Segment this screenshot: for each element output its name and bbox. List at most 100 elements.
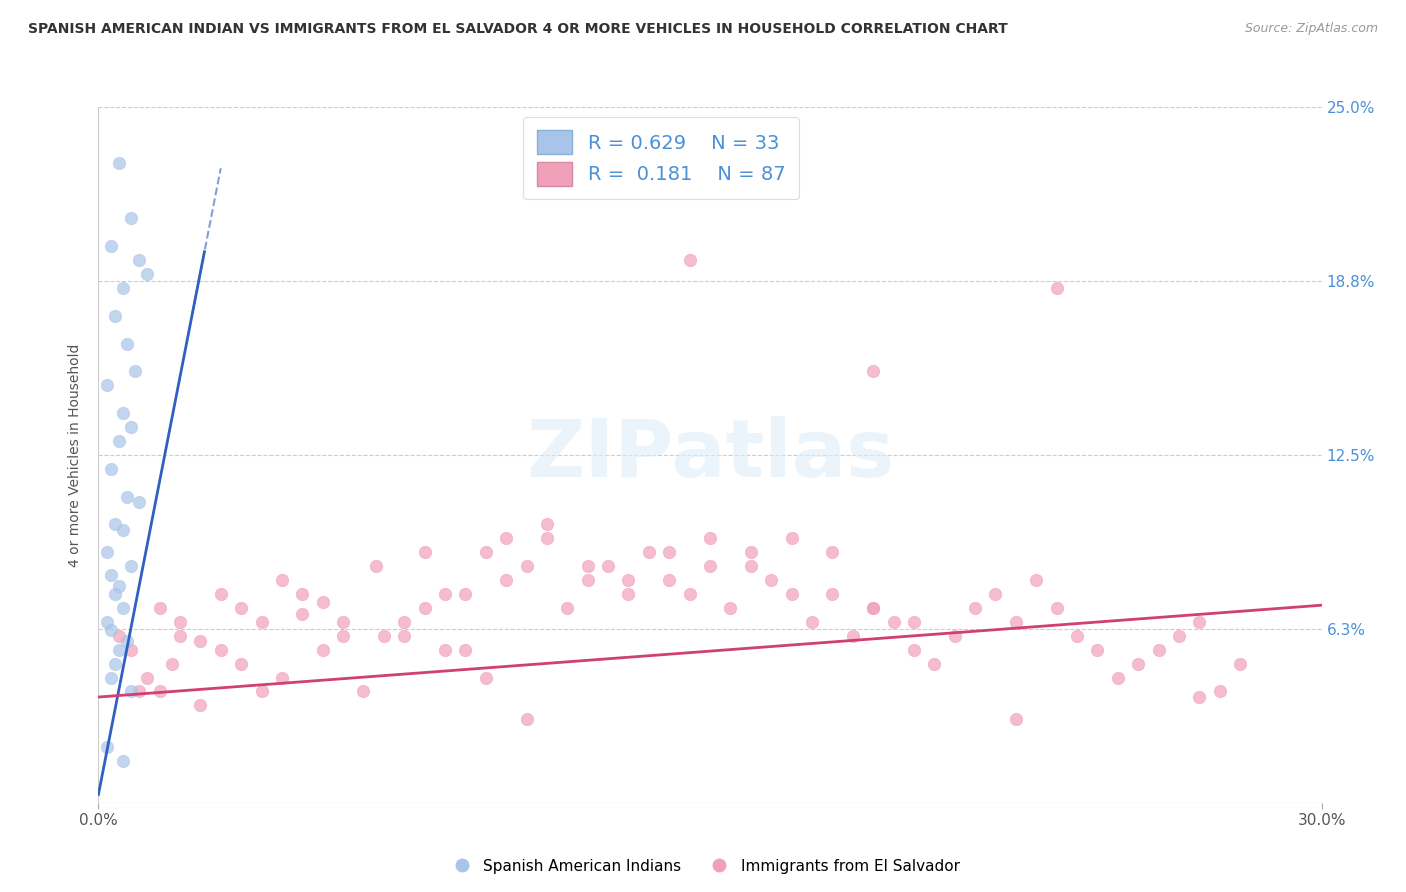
- Point: [231, 657, 253, 671]
- Point: [1004, 615, 1026, 629]
- Point: [332, 615, 354, 629]
- Point: [291, 587, 314, 601]
- Point: [862, 601, 884, 615]
- Point: [557, 601, 579, 615]
- Point: [128, 253, 150, 268]
- Point: [231, 601, 253, 615]
- Point: [373, 629, 395, 643]
- Point: [821, 545, 844, 559]
- Point: [720, 601, 742, 615]
- Point: [96, 378, 118, 392]
- Point: [108, 629, 131, 643]
- Point: [740, 559, 762, 574]
- Point: [536, 532, 558, 546]
- Point: [699, 532, 721, 546]
- Point: [780, 587, 803, 601]
- Point: [965, 601, 987, 615]
- Point: [454, 642, 477, 657]
- Point: [115, 336, 138, 351]
- Point: [638, 545, 661, 559]
- Point: [169, 615, 191, 629]
- Legend: R = 0.629    N = 33, R =  0.181    N = 87: R = 0.629 N = 33, R = 0.181 N = 87: [523, 117, 799, 199]
- Point: [100, 239, 122, 253]
- Point: [108, 642, 131, 657]
- Y-axis label: 4 or more Vehicles in Household: 4 or more Vehicles in Household: [69, 343, 83, 566]
- Point: [120, 211, 142, 226]
- Point: [312, 595, 335, 609]
- Point: [598, 559, 620, 574]
- Point: [434, 587, 457, 601]
- Point: [120, 684, 142, 698]
- Point: [108, 434, 131, 448]
- Point: [679, 587, 702, 601]
- Point: [96, 615, 118, 629]
- Text: SPANISH AMERICAN INDIAN VS IMMIGRANTS FROM EL SALVADOR 4 OR MORE VEHICLES IN HOU: SPANISH AMERICAN INDIAN VS IMMIGRANTS FR…: [28, 22, 1008, 37]
- Point: [1045, 601, 1069, 615]
- Point: [1107, 671, 1129, 685]
- Point: [1229, 657, 1251, 671]
- Point: [392, 615, 416, 629]
- Point: [332, 629, 354, 643]
- Point: [124, 364, 146, 378]
- Point: [128, 495, 150, 509]
- Point: [136, 267, 159, 281]
- Point: [149, 601, 172, 615]
- Point: [883, 615, 905, 629]
- Point: [658, 573, 681, 587]
- Point: [1188, 690, 1211, 704]
- Point: [495, 532, 517, 546]
- Point: [454, 587, 477, 601]
- Point: [1025, 573, 1047, 587]
- Point: [658, 545, 681, 559]
- Point: [111, 601, 134, 615]
- Point: [821, 587, 844, 601]
- Point: [270, 573, 294, 587]
- Point: [250, 615, 273, 629]
- Point: [617, 587, 640, 601]
- Point: [160, 657, 183, 671]
- Point: [120, 420, 142, 434]
- Point: [115, 490, 138, 504]
- Point: [120, 642, 142, 657]
- Point: [96, 545, 118, 559]
- Point: [1209, 684, 1232, 698]
- Point: [801, 615, 824, 629]
- Point: [111, 406, 134, 420]
- Point: [100, 567, 122, 582]
- Point: [111, 523, 134, 537]
- Point: [780, 532, 803, 546]
- Point: [100, 462, 122, 476]
- Point: [1128, 657, 1150, 671]
- Point: [111, 281, 134, 295]
- Point: [149, 684, 172, 698]
- Point: [413, 545, 436, 559]
- Point: [209, 642, 232, 657]
- Point: [903, 615, 925, 629]
- Point: [352, 684, 374, 698]
- Legend: Spanish American Indians, Immigrants from El Salvador: Spanish American Indians, Immigrants fro…: [440, 853, 966, 880]
- Point: [169, 629, 191, 643]
- Point: [943, 629, 966, 643]
- Point: [413, 601, 436, 615]
- Point: [270, 671, 294, 685]
- Point: [516, 559, 538, 574]
- Point: [679, 253, 702, 268]
- Point: [922, 657, 945, 671]
- Point: [516, 712, 538, 726]
- Point: [1085, 642, 1108, 657]
- Point: [576, 559, 599, 574]
- Point: [862, 601, 884, 615]
- Point: [250, 684, 273, 698]
- Point: [188, 634, 212, 648]
- Point: [136, 671, 159, 685]
- Point: [104, 587, 127, 601]
- Point: [108, 155, 131, 169]
- Point: [576, 573, 599, 587]
- Point: [495, 573, 517, 587]
- Point: [1188, 615, 1211, 629]
- Point: [1147, 642, 1170, 657]
- Point: [862, 364, 884, 378]
- Point: [1066, 629, 1088, 643]
- Point: [100, 671, 122, 685]
- Point: [100, 624, 122, 638]
